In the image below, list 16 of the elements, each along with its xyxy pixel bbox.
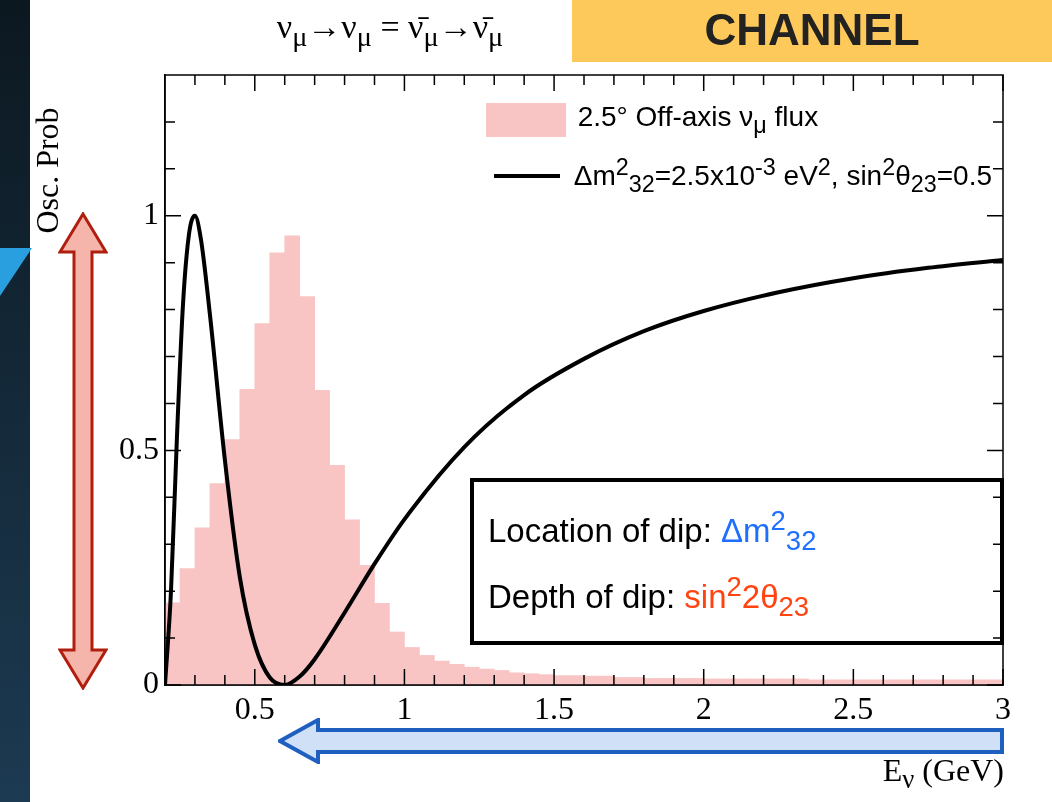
y-axis-title: Osc. Prob <box>28 106 66 234</box>
annotation: Depth of dip: sin$^{2}$2θ$_{23}$ <box>488 570 810 622</box>
text: CHANNEL <box>572 0 1052 62</box>
x-tick-label: 1.5 <box>534 689 575 726</box>
legend-label: 2.5° Off-axis ν$_{μ}$ flux <box>577 101 819 139</box>
text: Δm$^{2}$$_{32}$=2.5x10$^{-3}$ eV$^{2}$, sin$^{2}$θ$_{23}$=0.5 <box>573 154 992 197</box>
x-tick-label: 1 <box>396 689 413 726</box>
x-axis-title: E$_{ν}$ (GeV) <box>882 752 1004 796</box>
y-tick-label: 0 <box>143 664 159 701</box>
x-tick-label: 2.5 <box>833 689 874 726</box>
x-tick-label: 2 <box>695 689 712 726</box>
y-tick-label: 0.5 <box>119 429 159 466</box>
y-tick-label: 1 <box>143 195 159 232</box>
x-tick-label: 3 <box>995 689 1011 726</box>
x-tick-label: 0.5 <box>234 689 275 726</box>
chart-title: ν$_{μ}$→ν$_{μ}$ = ν̄$_{μ}$→ν̄$_{μ}$ <box>275 8 505 53</box>
